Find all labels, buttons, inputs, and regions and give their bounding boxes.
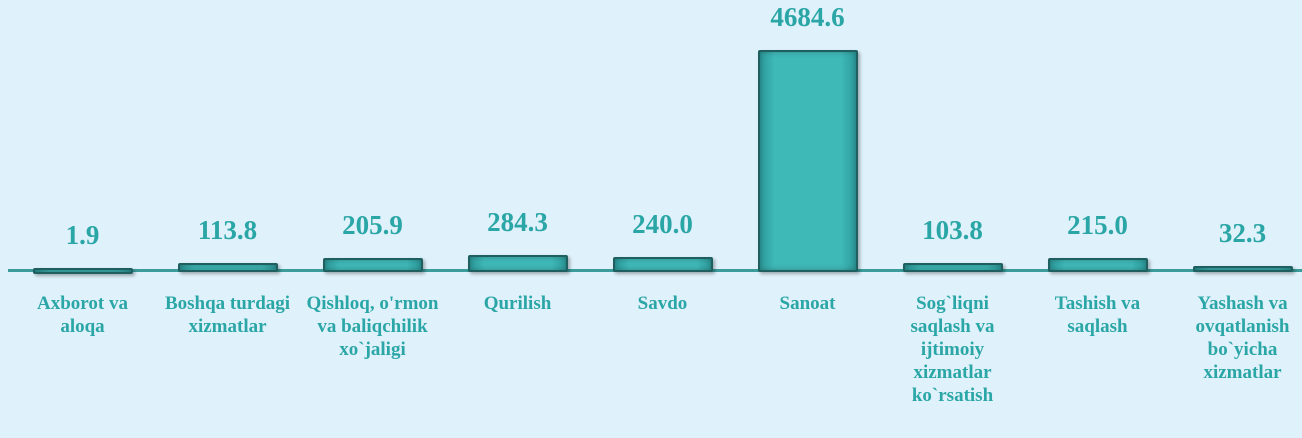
bar [467, 254, 568, 272]
x-tick-label: Axborot va aloqa [37, 293, 128, 337]
data-label: 113.8 [197, 214, 258, 245]
bar [322, 258, 423, 272]
x-tick-label: Yashash va ovqatlanish bo`yicha xizmatla… [1195, 293, 1290, 383]
data-label: 1.9 [65, 219, 100, 250]
data-label: 205.9 [342, 210, 403, 241]
x-tick-label: Tashish va saqlash [1054, 293, 1141, 337]
x-tick-label: Qishloq, o'rmon va baliqchilik xo`jaligi [306, 293, 439, 360]
bar [612, 256, 713, 272]
data-label: 284.3 [487, 206, 548, 237]
bar [902, 263, 1003, 272]
data-label: 215.0 [1067, 209, 1128, 240]
bar [1047, 257, 1148, 272]
bar [757, 50, 858, 272]
x-tick-label: Sog`liqni saqlash va ijtimoiy xizmatlar … [910, 293, 995, 406]
data-label: 240.0 [632, 208, 693, 239]
bar [1192, 266, 1293, 273]
bar [32, 267, 133, 274]
x-tick-label: Sanoat [779, 293, 836, 314]
x-tick-label: Boshqa turdagi xizmatlar [164, 293, 291, 337]
bar [177, 262, 278, 272]
data-label: 4684.6 [770, 2, 845, 32]
data-label: 32.3 [1218, 218, 1267, 249]
x-tick-label: Savdo [637, 293, 688, 314]
x-tick-label: Qurilish [483, 293, 552, 314]
data-label: 103.8 [922, 215, 983, 246]
